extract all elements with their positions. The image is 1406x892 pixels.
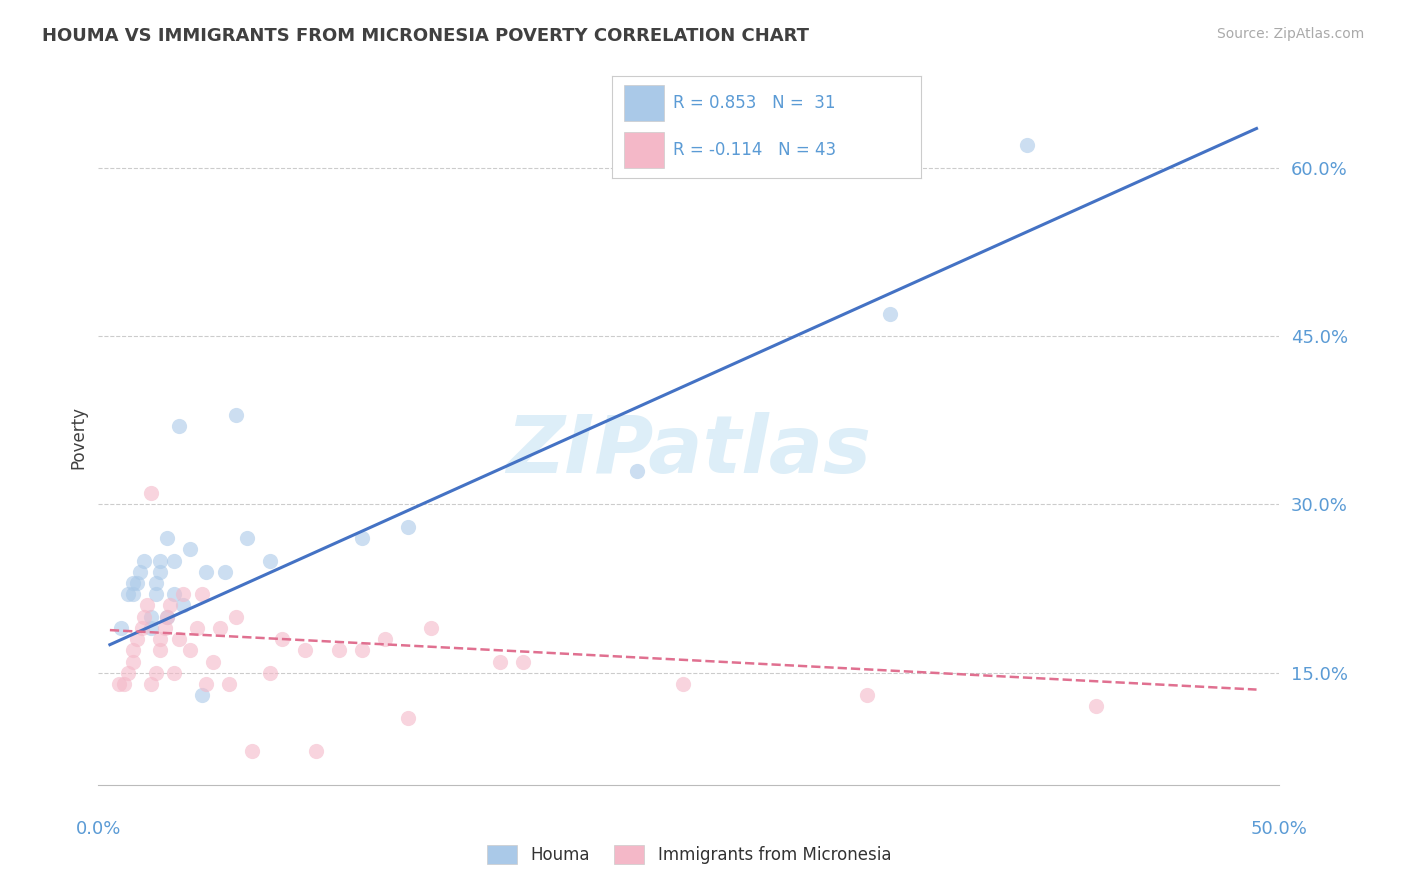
- Point: [135, 599, 157, 613]
- Point: [512, 655, 534, 669]
- Point: [141, 677, 163, 691]
- Point: [112, 677, 135, 691]
- Point: [328, 643, 350, 657]
- Text: R = -0.114   N = 43: R = -0.114 N = 43: [673, 141, 837, 159]
- Point: [1017, 138, 1039, 153]
- Text: 0.0%: 0.0%: [76, 820, 121, 838]
- Point: [128, 565, 150, 579]
- Point: [156, 531, 179, 545]
- Point: [156, 609, 179, 624]
- Point: [259, 553, 281, 567]
- Point: [374, 632, 396, 646]
- Point: [121, 587, 143, 601]
- Point: [270, 632, 292, 646]
- Point: [190, 587, 212, 601]
- Point: [396, 711, 419, 725]
- Point: [141, 621, 163, 635]
- Point: [131, 621, 153, 635]
- FancyBboxPatch shape: [624, 132, 664, 168]
- Point: [195, 677, 218, 691]
- Point: [488, 655, 510, 669]
- Point: [117, 665, 139, 680]
- Point: [172, 599, 194, 613]
- Point: [420, 621, 443, 635]
- Point: [352, 643, 374, 657]
- Text: ZIPatlas: ZIPatlas: [506, 412, 872, 490]
- Point: [159, 599, 181, 613]
- Point: [208, 621, 231, 635]
- Point: [108, 677, 131, 691]
- Point: [396, 520, 419, 534]
- Point: [190, 688, 212, 702]
- Point: [117, 587, 139, 601]
- Point: [1085, 699, 1108, 714]
- Point: [163, 587, 186, 601]
- Text: 50.0%: 50.0%: [1251, 820, 1308, 838]
- Point: [145, 587, 167, 601]
- Point: [236, 531, 259, 545]
- Point: [167, 632, 190, 646]
- Legend: Houma, Immigrants from Micronesia: Houma, Immigrants from Micronesia: [479, 838, 898, 871]
- Point: [163, 553, 186, 567]
- Point: [626, 464, 648, 478]
- Point: [225, 408, 247, 422]
- Point: [163, 665, 186, 680]
- Point: [149, 632, 172, 646]
- Point: [179, 643, 201, 657]
- Point: [110, 621, 132, 635]
- Point: [145, 576, 167, 591]
- Point: [225, 609, 247, 624]
- Point: [218, 677, 240, 691]
- Point: [141, 609, 163, 624]
- Point: [214, 565, 236, 579]
- Point: [149, 553, 172, 567]
- Point: [149, 565, 172, 579]
- Point: [127, 576, 149, 591]
- Point: [141, 486, 163, 500]
- Point: [294, 643, 316, 657]
- Point: [186, 621, 208, 635]
- Point: [202, 655, 225, 669]
- Point: [172, 587, 194, 601]
- FancyBboxPatch shape: [624, 85, 664, 121]
- Point: [134, 553, 156, 567]
- Point: [121, 643, 143, 657]
- Point: [149, 643, 172, 657]
- Point: [153, 621, 176, 635]
- Point: [672, 677, 695, 691]
- Text: R = 0.853   N =  31: R = 0.853 N = 31: [673, 94, 837, 112]
- Point: [240, 744, 263, 758]
- Text: Source: ZipAtlas.com: Source: ZipAtlas.com: [1216, 27, 1364, 41]
- Point: [195, 565, 218, 579]
- Y-axis label: Poverty: Poverty: [69, 406, 87, 468]
- Point: [134, 609, 156, 624]
- Point: [127, 632, 149, 646]
- Point: [167, 418, 190, 433]
- Point: [259, 665, 281, 680]
- Point: [156, 609, 179, 624]
- Text: HOUMA VS IMMIGRANTS FROM MICRONESIA POVERTY CORRELATION CHART: HOUMA VS IMMIGRANTS FROM MICRONESIA POVE…: [42, 27, 810, 45]
- Point: [305, 744, 328, 758]
- Point: [121, 655, 143, 669]
- Point: [179, 542, 201, 557]
- Point: [121, 576, 143, 591]
- Point: [879, 307, 901, 321]
- Point: [145, 665, 167, 680]
- Point: [352, 531, 374, 545]
- Point: [855, 688, 877, 702]
